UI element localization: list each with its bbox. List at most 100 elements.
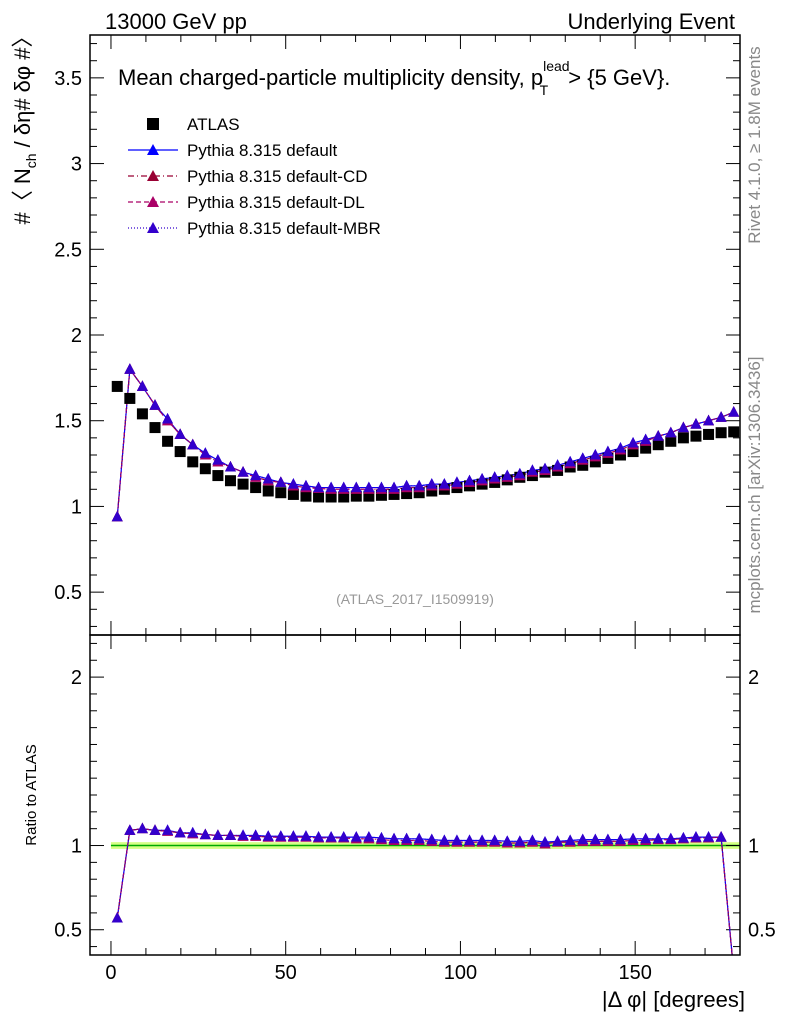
ratio-data-point [526,834,538,845]
ratio-data-point [187,826,199,838]
mc-data-point [426,478,438,489]
atlas-data-point [149,422,161,434]
ratio-series-line [116,828,733,955]
atlas-data-point [262,485,274,497]
header-right-label: Underlying Event [567,9,735,34]
main-y-axis-ticks: 0.5 1 1.5 2 2.5 3 3.5 [54,35,741,635]
mc-data-point [627,437,639,448]
mc-data-point [690,418,702,429]
mc-data-point [401,479,413,491]
main-y-axis-label: #〈 Nch / δη# δφ #〉 [10,25,39,224]
ratio-data-point [489,834,501,845]
atlas-data-point [199,463,211,475]
atlas-data-point [715,427,727,439]
ratio-y-tick-label: 0.5 [54,920,82,942]
ylabel-post: / δη# δφ #〉 [10,25,35,153]
ratio-data-point [287,830,299,841]
legend-marker-default-mbr [147,222,159,233]
mc-data-point [325,481,337,493]
mc-data-point [224,461,236,472]
atlas-data-point [174,446,186,458]
legend-marker-default-cd [147,170,159,181]
title-superscript: lead [543,58,569,74]
atlas-data-point [690,430,702,442]
ratio-data-point [375,831,387,843]
title-main-text: Mean charged-particle multiplicity densi… [118,65,543,90]
mc-data-point [313,481,325,493]
mc-data-point [375,481,387,493]
mc-data-point [489,471,501,482]
atlas-data-point [627,446,639,458]
ratio-data-point [652,832,664,844]
ratio-data-point [602,833,614,845]
ratio-plot-frame [89,634,741,956]
mc-data-point [237,466,249,477]
atlas-data-point [224,475,236,487]
ratio-data-point [262,830,274,841]
x-tick-label: 0 [105,962,116,984]
atlas-data-point [577,459,589,471]
mc-data-point [149,399,161,410]
ratio-data-point [703,831,715,842]
atlas-data-point [426,485,438,497]
ratio-data-point [690,831,702,842]
atlas-data-point [313,491,325,503]
ratio-data-point [174,826,186,838]
ratio-data-point [338,831,350,842]
atlas-data-point [350,490,362,502]
ratio-data-point [300,830,312,841]
atlas-data-point [187,456,199,468]
legend-marker-default [147,144,159,155]
ratio-y-tick-label-right: 2 [748,667,759,689]
mc-data-point [451,476,463,487]
ratio-data-point [476,834,488,845]
mc-data-point [438,478,450,489]
ratio-data-point [552,835,564,846]
ratio-data-point [464,834,476,845]
atlas-data-point [111,380,123,392]
mc-data-point [526,464,538,475]
atlas-data-point [703,428,715,440]
mcplots-source-label: mcplots.cern.ch [arXiv:1306.3436] [745,356,764,613]
atlas-data-point [401,488,413,500]
rivet-version-label: Rivet 4.1.0, ≥ 1.8M events [745,46,764,243]
header-left-label: 13000 GeV pp [105,9,247,34]
mc-data-point [652,430,664,441]
ratio-y-tick-label: 1 [71,836,82,858]
ratio-data-point [111,911,123,923]
ratio-data-point [627,832,639,844]
ratio-data-point [250,829,262,840]
ratio-data-point [501,835,513,846]
main-y-tick-label: 2.5 [54,239,82,261]
ratio-data-point [325,831,337,842]
ratio-data-point [715,831,727,842]
mc-data-point [501,469,513,481]
atlas-data-point [413,487,425,499]
mc-data-point [199,447,211,458]
atlas-data-point [124,392,136,404]
atlas-data-point [602,452,614,464]
atlas-data-point [237,478,249,490]
ratio-data-point [162,824,174,835]
ratio-data-point [224,829,236,840]
ratio-y-tick-label-right: 1 [748,836,759,858]
mc-data-point [174,428,186,439]
ratio-data-point [363,831,375,842]
ratio-data-point [564,834,576,845]
ratio-data-point [614,833,626,845]
ratio-data-point [514,835,526,846]
legend-entry-default-mbr: Pythia 8.315 default-MBR [128,219,381,238]
ratio-data-point [313,831,325,842]
main-y-tick-label: 1.5 [54,411,82,433]
atlas-data-point [136,408,148,420]
atlas-data-point [275,487,287,499]
atlas-data-point [212,470,224,482]
mc-data-point [589,449,601,460]
mc-data-point [715,411,727,422]
atlas-data-point [287,488,299,500]
ratio-data-point [124,824,136,835]
ratio-data-point [677,831,689,843]
x-tick-label: 50 [275,962,297,984]
ylabel-sub: ch [23,153,39,168]
